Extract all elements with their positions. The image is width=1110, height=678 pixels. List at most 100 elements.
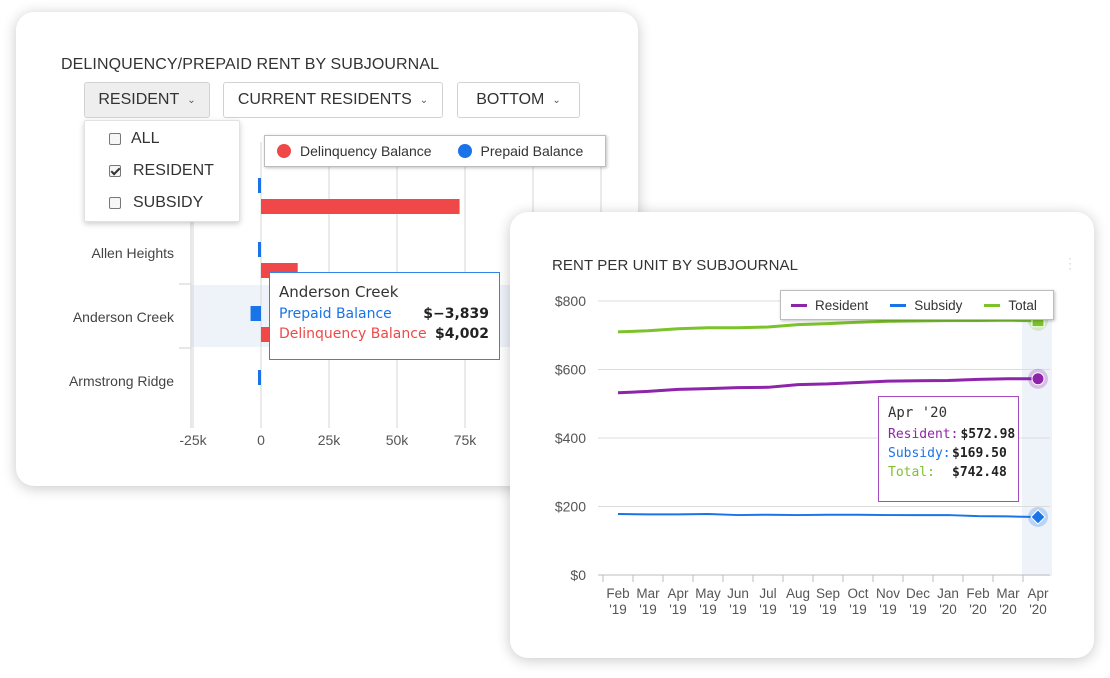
x-tick-label-month: Oct xyxy=(847,586,868,601)
tooltip-title: Apr '20 xyxy=(888,405,948,421)
x-tick-label: 75k xyxy=(454,432,478,448)
x-tick-label-year: '20 xyxy=(969,602,987,617)
subsidy-checkbox[interactable] xyxy=(109,197,121,209)
bar-tooltip-row-prepaid: Prepaid Balance $−3,839 xyxy=(279,306,489,322)
y-tick-label: $200 xyxy=(555,499,586,515)
x-tick-label: 50k xyxy=(386,432,410,448)
subjournal-dropdown[interactable]: RESIDENT ⌄ xyxy=(84,82,210,118)
y-tick-label: $800 xyxy=(555,293,586,309)
x-tick-label-year: '20 xyxy=(939,602,957,617)
x-tick-label-month: Apr xyxy=(1027,586,1049,601)
resident-marker xyxy=(1031,372,1045,386)
chevron-down-icon: ⌄ xyxy=(419,94,429,106)
legend-item-total[interactable]: Total xyxy=(1008,297,1037,313)
x-tick-label-month: Dec xyxy=(906,586,930,601)
all-checkbox[interactable] xyxy=(109,133,121,145)
menu-item-resident[interactable]: RESIDENT xyxy=(109,162,214,180)
x-tick-label-year: '19 xyxy=(699,602,717,617)
tooltip-resident-value: $572.98 xyxy=(960,427,1016,442)
x-tick-label-month: May xyxy=(695,586,721,601)
series-line-resident xyxy=(617,377,1039,395)
resident-status-dropdown-label: CURRENT RESIDENTS xyxy=(237,91,412,108)
x-tick-label-year: '20 xyxy=(999,602,1017,617)
tooltip-total-value: $742.48 xyxy=(952,465,1007,480)
bar-tooltip-title: Anderson Creek xyxy=(279,283,399,301)
x-tick-label-year: '19 xyxy=(909,602,927,617)
menu-item-all-label: ALL xyxy=(131,130,160,147)
delinquency-legend-dot xyxy=(277,144,291,158)
x-tick-label-year: '19 xyxy=(819,602,837,617)
category-label: Allen Heights xyxy=(92,245,175,261)
sort-order-dropdown-label: BOTTOM xyxy=(476,91,545,108)
x-tick-label-month: Mar xyxy=(996,586,1020,601)
subjournal-menu: ALL RESIDENT SUBSIDY xyxy=(84,120,240,222)
x-tick-label-month: Feb xyxy=(966,586,989,601)
menu-item-subsidy[interactable]: SUBSIDY xyxy=(109,194,203,212)
prepaid-bar xyxy=(258,178,261,193)
x-tick-label-year: '19 xyxy=(669,602,687,617)
legend-item-subsidy[interactable]: Subsidy xyxy=(914,297,963,313)
legend-item-resident[interactable]: Resident xyxy=(815,297,869,313)
y-tick-label: $600 xyxy=(555,362,586,378)
total-legend-line xyxy=(984,303,1001,307)
tooltip-row-resident: Resident: $572.98 xyxy=(888,427,1018,442)
delinquency-card-title: DELINQUENCY/PREPAID RENT BY SUBJOURNAL xyxy=(61,56,440,73)
x-tick-label: -25k xyxy=(179,432,207,448)
bar-chart-legend: Delinquency Balance Prepaid Balance xyxy=(264,135,606,167)
menu-item-resident-label: RESIDENT xyxy=(133,162,214,179)
x-tick-label-month: Sep xyxy=(816,586,840,601)
x-tick-label-month: Feb xyxy=(606,586,629,601)
chevron-down-icon: ⌄ xyxy=(552,94,561,106)
rent-per-unit-card: RENT PER UNIT BY SUBJOURNAL · · · $800 $600… xyxy=(510,212,1094,658)
x-tick-label-year: '20 xyxy=(1029,602,1047,617)
bar-tooltip-delinquency-label: Delinquency Balance xyxy=(279,326,427,342)
x-tick-label-year: '19 xyxy=(729,602,747,617)
tooltip-resident-label: Resident: xyxy=(888,427,959,442)
chevron-down-icon: ⌄ xyxy=(187,94,196,106)
x-tick-label-year: '19 xyxy=(789,602,807,617)
delinquency-bar xyxy=(261,327,272,342)
tooltip-subsidy-label: Subsidy: xyxy=(888,446,951,461)
rent-line-chart: $800$600$400$200$0Feb'19Mar'19Apr'19May'… xyxy=(555,293,1052,617)
x-tick-label-year: '19 xyxy=(759,602,777,617)
tooltip-row-subsidy: Subsidy: $169.50 xyxy=(888,446,1018,461)
resident-legend-line xyxy=(791,303,807,307)
x-tick-label-year: '19 xyxy=(609,602,627,617)
rent-card-title: RENT PER UNIT BY SUBJOURNAL xyxy=(552,257,799,274)
legend-item-delinquency[interactable]: Delinquency Balance xyxy=(300,143,432,159)
line-chart-tooltip: Apr '20 Resident: $572.98 Subsidy: $169.… xyxy=(878,396,1019,502)
more-options-icon[interactable]: · · · xyxy=(1068,251,1072,275)
x-tick-label: 25k xyxy=(318,432,342,448)
line-chart-legend: Resident Subsidy Total xyxy=(780,290,1054,320)
x-tick-label-month: Aug xyxy=(786,586,810,601)
subsidy-legend-line xyxy=(890,303,907,307)
bar-chart-tooltip: Anderson Creek Prepaid Balance $−3,839 D… xyxy=(269,272,500,360)
subsidy-marker xyxy=(1030,509,1046,525)
x-tick-label-month: Mar xyxy=(636,586,660,601)
sort-order-dropdown[interactable]: BOTTOM ⌄ xyxy=(457,82,580,118)
y-tick-label: $0 xyxy=(570,567,586,583)
menu-item-subsidy-label: SUBSIDY xyxy=(133,194,204,211)
x-tick-label-year: '19 xyxy=(879,602,897,617)
bar-tooltip-prepaid-value: $−3,839 xyxy=(423,306,489,322)
tooltip-row-total: Total: $742.48 xyxy=(888,465,1018,480)
prepaid-bar xyxy=(258,370,261,385)
tooltip-total-label: Total: xyxy=(888,465,935,480)
delinquency-bar xyxy=(261,199,460,214)
resident-status-dropdown[interactable]: CURRENT RESIDENTS ⌄ xyxy=(223,82,443,118)
subjournal-dropdown-label: RESIDENT xyxy=(98,91,180,108)
x-tick-label-month: Jan xyxy=(937,586,959,601)
legend-item-prepaid[interactable]: Prepaid Balance xyxy=(480,143,584,159)
menu-item-all[interactable]: ALL xyxy=(109,130,159,148)
series-line-subsidy xyxy=(617,513,1039,518)
category-label: Anderson Creek xyxy=(73,309,175,325)
resident-checkbox[interactable] xyxy=(109,165,121,177)
prepaid-legend-dot xyxy=(457,144,472,158)
bar-tooltip-prepaid-label: Prepaid Balance xyxy=(279,306,392,322)
series-line-total xyxy=(617,318,1039,334)
bar-tooltip-row-delinquency: Delinquency Balance $4,002 xyxy=(279,326,489,342)
x-tick-label: 0 xyxy=(257,432,265,448)
x-tick-label-year: '19 xyxy=(849,602,867,617)
x-tick-label-month: Jun xyxy=(727,586,749,601)
prepaid-bar xyxy=(258,242,261,257)
